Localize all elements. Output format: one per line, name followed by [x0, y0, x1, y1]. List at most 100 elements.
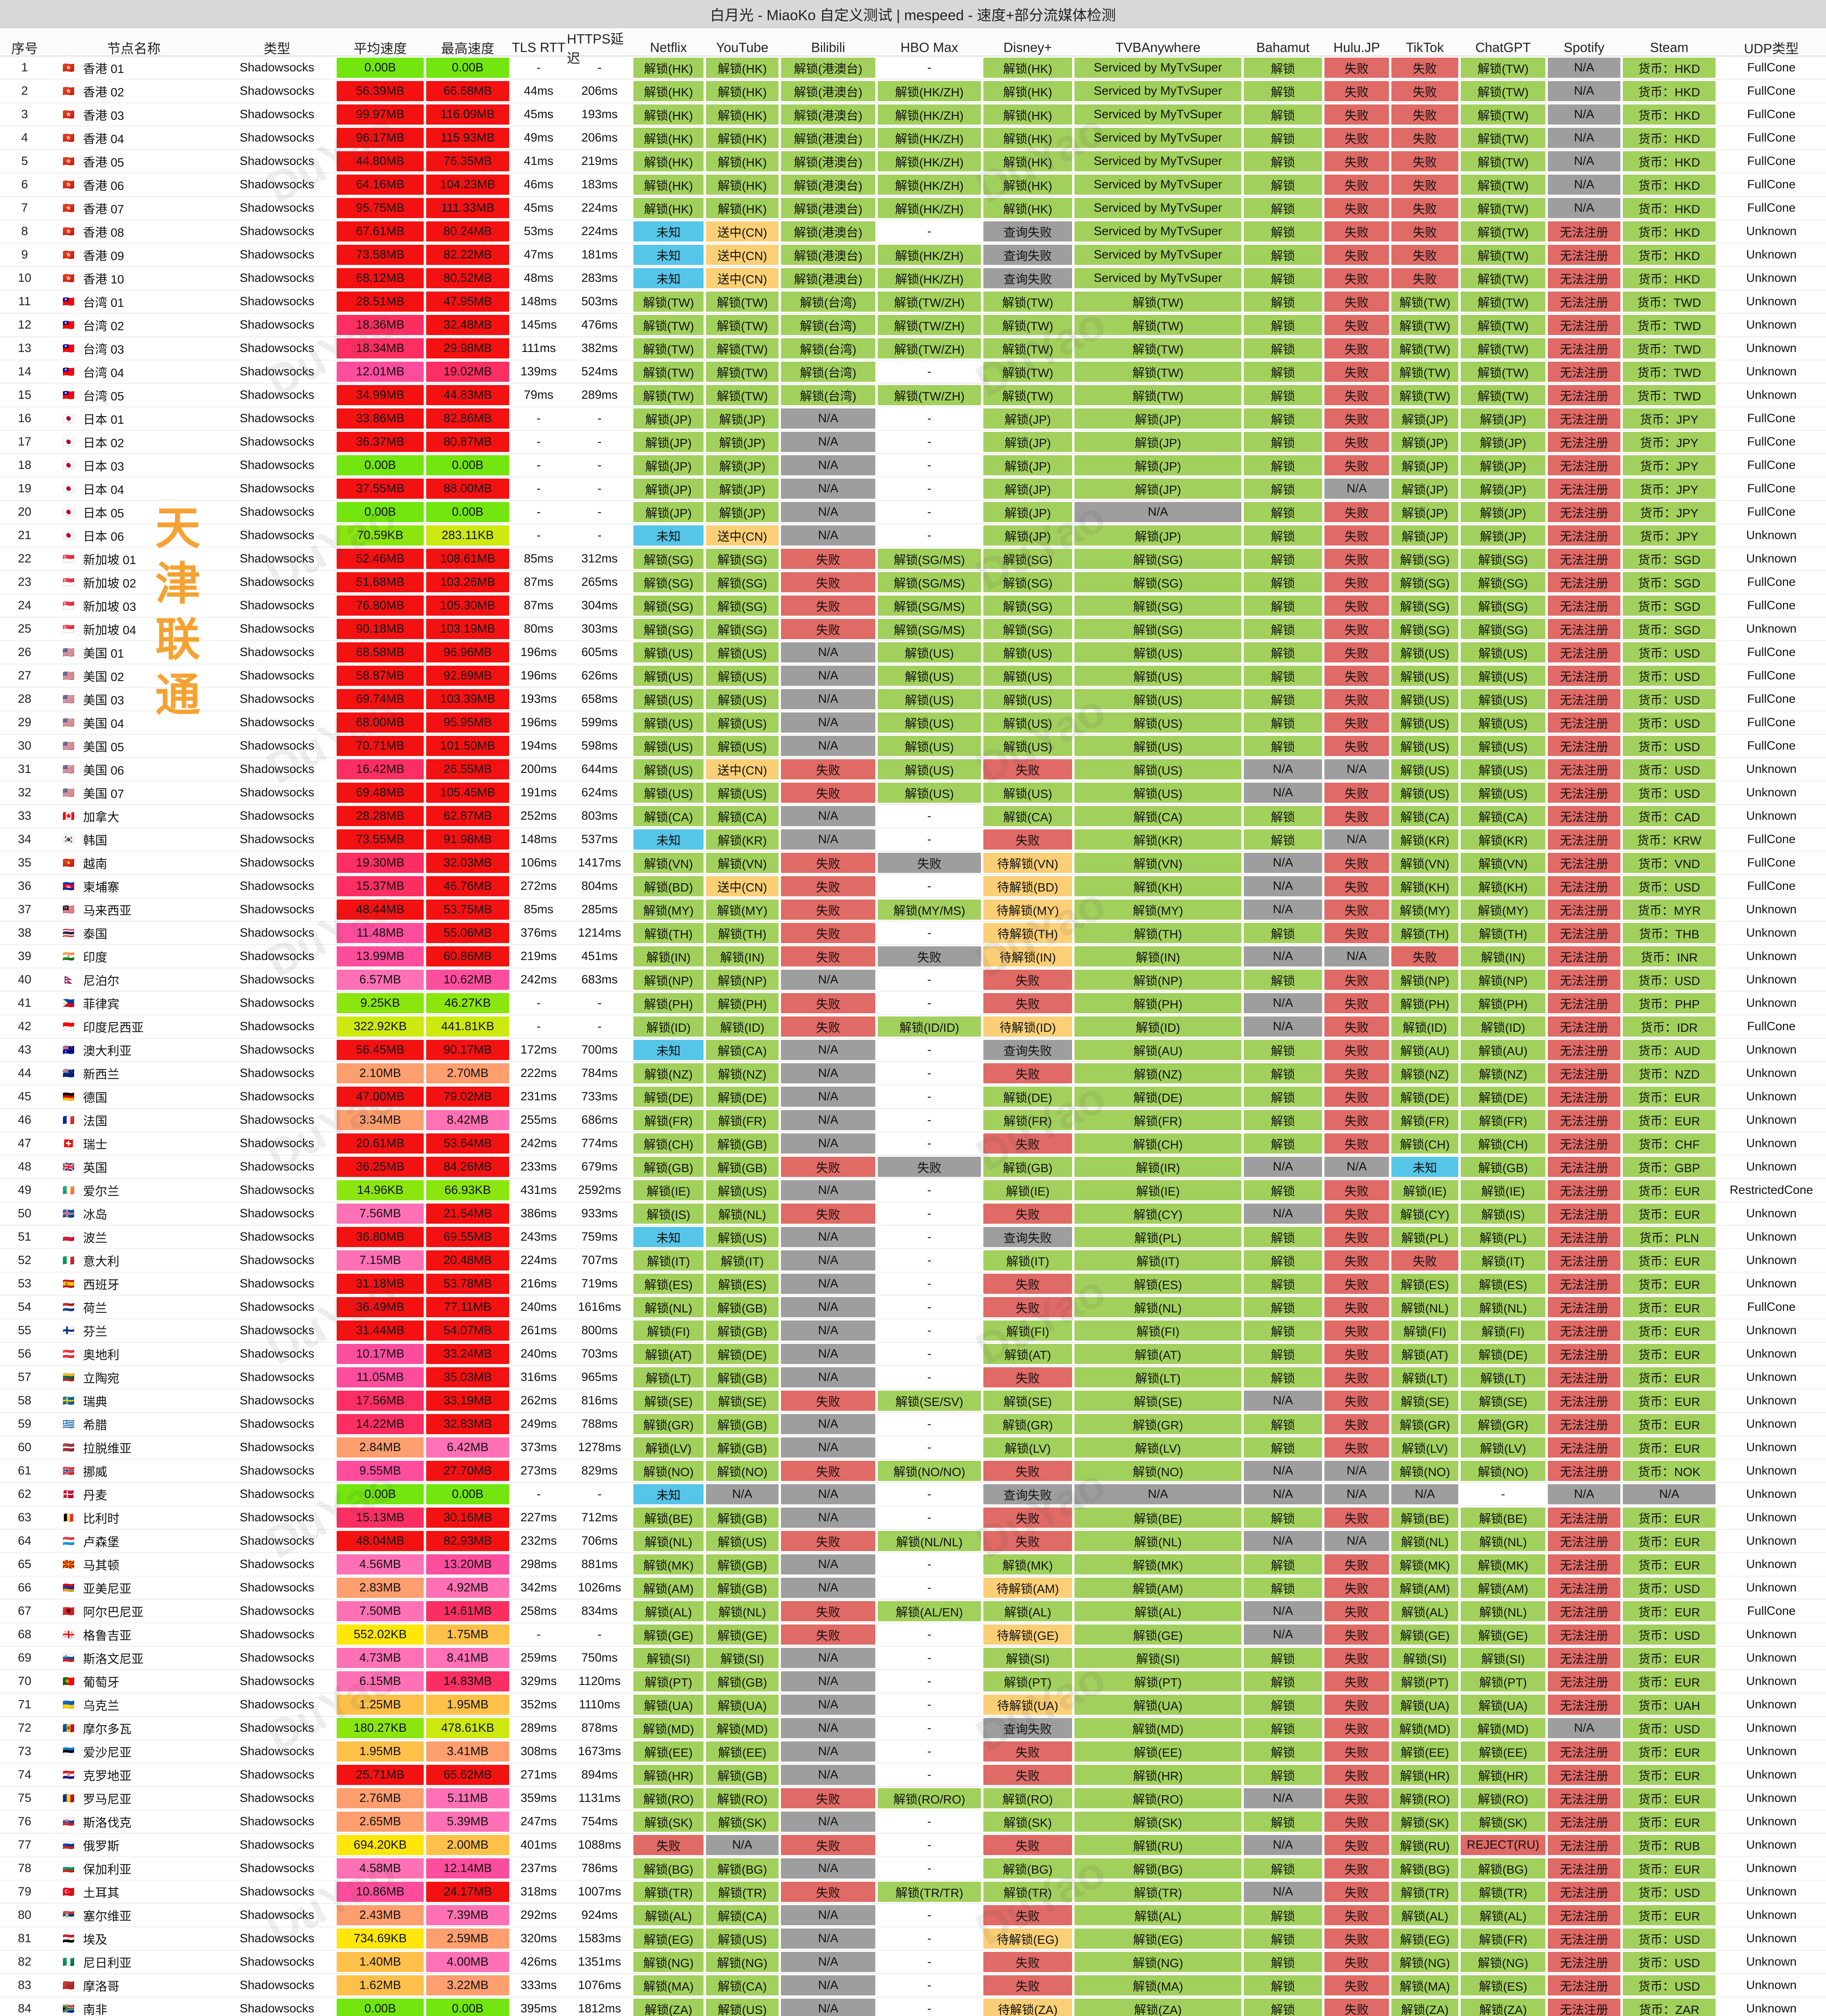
- cell-steam: 货币：HKD: [1622, 244, 1717, 266]
- tls-rtt: 395ms: [520, 2002, 557, 2015]
- max-speed: 441.81KB: [425, 1015, 510, 1038]
- cell-disney-plus-status: 解锁(JP): [983, 408, 1072, 429]
- row-index: 21: [18, 529, 31, 542]
- cell-steam: 货币：SGD: [1622, 618, 1717, 640]
- cell-hulu-jp: N/A: [1323, 1460, 1390, 1482]
- cell-hbo-max-status: -: [927, 1932, 931, 1945]
- cell-tvbanywhere-status: 解锁(GE): [1074, 1624, 1241, 1645]
- node-name: 🇸🇮 斯洛文尼亚: [49, 1647, 219, 1669]
- cell-bilibili-status: 解锁(港澳台): [781, 58, 875, 78]
- cell-hbo-max-status: -: [927, 833, 931, 846]
- avg-speed: 7.56MB: [335, 1202, 425, 1225]
- cell-tiktok-status: 解锁(SK): [1391, 1812, 1458, 1832]
- cell-chatgpt: 解锁(JP): [1460, 454, 1547, 477]
- node-type: Shadowsocks: [239, 716, 314, 729]
- cell-bilibili: 解锁(港澳台): [780, 80, 877, 102]
- cell-steam: 货币：EUR: [1622, 1600, 1717, 1622]
- cell-bahamut: 解锁: [1243, 501, 1323, 523]
- cell-bahamut-status: N/A: [1244, 759, 1322, 779]
- table-body: 1 🇭🇰 香港 01 Shadowsocks 0.00B 0.00B - - 解锁(HK) 解锁(…: [0, 56, 1826, 2016]
- max-speed: 35.03MB: [425, 1366, 510, 1389]
- cell-steam-status: 货币：HKD: [1623, 58, 1716, 78]
- max-speed-value: 12.14MB: [426, 1858, 509, 1879]
- cell-tiktok-status: 解锁(AL): [1391, 1905, 1458, 1925]
- cell-bahamut-status: 解锁: [1244, 970, 1322, 990]
- cell-bahamut-status: 解锁: [1244, 1437, 1322, 1458]
- cell-spotify-status: 无法注册: [1548, 1250, 1620, 1270]
- cell-spotify-status: N/A: [1548, 81, 1620, 101]
- max-speed: 103.26MB: [425, 571, 510, 594]
- cell-udp-type-status: Unknown: [1746, 271, 1797, 285]
- node-name: 🇸🇪 瑞典: [49, 1389, 219, 1412]
- https-latency: 303ms: [581, 622, 618, 635]
- cell-steam-status: 货币：EUR: [1623, 1110, 1716, 1130]
- cell-tvbanywhere: 解锁(NG): [1073, 1951, 1243, 1973]
- cell-hulu-jp: 失败: [1323, 1670, 1390, 1693]
- max-speed-value: 35.03MB: [426, 1367, 509, 1387]
- cell-youtube: 解锁(US): [705, 1927, 780, 1950]
- node-name: 🇨🇭 瑞士: [49, 1132, 219, 1155]
- cell-chatgpt: 解锁(PL): [1460, 1226, 1547, 1248]
- row-index: 30: [18, 739, 31, 752]
- cell-bilibili: N/A: [780, 407, 877, 430]
- cell-chatgpt-status: 解锁(JP): [1461, 479, 1545, 499]
- cell-bahamut: N/A: [1243, 1881, 1323, 1903]
- row-index: 53: [18, 1277, 31, 1290]
- cell-spotify-status: 无法注册: [1548, 666, 1620, 686]
- cell-tvbanywhere: N/A: [1073, 501, 1243, 523]
- cell-bahamut-status: 解锁: [1244, 502, 1322, 522]
- node-name-label: 印度: [83, 951, 107, 964]
- node-name: 🇺🇸 美国 01: [49, 641, 219, 664]
- cell-youtube: 解锁(GB): [705, 1577, 780, 1599]
- cell-bahamut: 解锁: [1243, 314, 1323, 336]
- max-speed-value: 2.00MB: [426, 1835, 509, 1855]
- table-row: 14 🇹🇼 台湾 04 Shadowsocks 12.01MB 19.02MB 139ms 5…: [0, 360, 1826, 384]
- cell-bahamut: 解锁: [1243, 56, 1323, 79]
- cell-hbo-max-status: -: [927, 1674, 931, 1688]
- country-flag-icon: 🇳🇴: [62, 1465, 75, 1477]
- cell-steam: 货币：USD: [1622, 1577, 1717, 1599]
- cell-hulu-jp: 失败: [1323, 571, 1390, 594]
- max-speed-value: 69.55MB: [426, 1227, 509, 1247]
- cell-bilibili: 解锁(港澳台): [780, 56, 877, 79]
- max-speed-value: 88.00MB: [426, 479, 509, 499]
- cell-disney-plus: 解锁(TW): [982, 360, 1073, 383]
- max-speed-value: 65.62MB: [426, 1765, 509, 1785]
- row-index: 37: [18, 903, 31, 916]
- row-index: 71: [18, 1698, 31, 1711]
- cell-chatgpt-status: 解锁(TW): [1461, 221, 1545, 242]
- country-flag-icon: 🇸🇬: [62, 577, 75, 588]
- cell-udp-type: Unknown: [1717, 1109, 1826, 1131]
- cell-chatgpt-status: 解锁(PL): [1461, 1227, 1545, 1247]
- cell-hulu-jp-status: N/A: [1324, 1484, 1389, 1504]
- cell-udp-type: Unknown: [1717, 1343, 1826, 1365]
- cell-spotify-status: 无法注册: [1548, 1812, 1620, 1832]
- cell-spotify-status: 无法注册: [1548, 1788, 1620, 1808]
- cell-bahamut-status: 解锁: [1244, 1297, 1322, 1317]
- cell-tvbanywhere-status: 解锁(US): [1074, 736, 1241, 756]
- cell-netflix-status: 解锁(US): [633, 759, 704, 779]
- cell-chatgpt: 解锁(TW): [1460, 384, 1547, 406]
- https-latency: 706ms: [581, 1534, 618, 1547]
- cell-youtube: 解锁(US): [705, 664, 780, 687]
- cell-bahamut: 解锁: [1243, 1226, 1323, 1248]
- cell-chatgpt: 解锁(KR): [1460, 828, 1547, 851]
- row-index: 81: [18, 1932, 31, 1945]
- cell-youtube-status: 解锁(US): [706, 1999, 779, 2016]
- cell-bahamut-status: 解锁: [1244, 151, 1322, 171]
- cell-tiktok-status: 解锁(US): [1391, 712, 1458, 733]
- cell-chatgpt: 解锁(US): [1460, 735, 1547, 757]
- cell-youtube-status: 解锁(HK): [706, 128, 779, 148]
- cell-disney-plus: 查询失败: [982, 267, 1073, 289]
- node-type: Shadowsocks: [239, 1394, 314, 1407]
- tls-rtt: -: [537, 435, 541, 448]
- cell-tvbanywhere-status: 解锁(ES): [1074, 1274, 1241, 1294]
- cell-udp-type-status: Unknown: [1746, 248, 1797, 261]
- cell-youtube-status: 解锁(IN): [706, 946, 779, 966]
- node-name: 🇹🇭 泰国: [49, 922, 219, 944]
- table-row: 77 🇷🇺 俄罗斯 Shadowsocks 694.20KB 2.00MB 401ms 108…: [0, 1834, 1826, 1857]
- cell-bilibili: N/A: [780, 1296, 877, 1318]
- cell-udp-type: Unknown: [1717, 1834, 1826, 1856]
- table-row: 43 🇦🇺 澳大利亚 Shadowsocks 56.45MB 90.17MB 172ms 70…: [0, 1039, 1826, 1062]
- cell-tvbanywhere-status: 解锁(US): [1074, 783, 1241, 803]
